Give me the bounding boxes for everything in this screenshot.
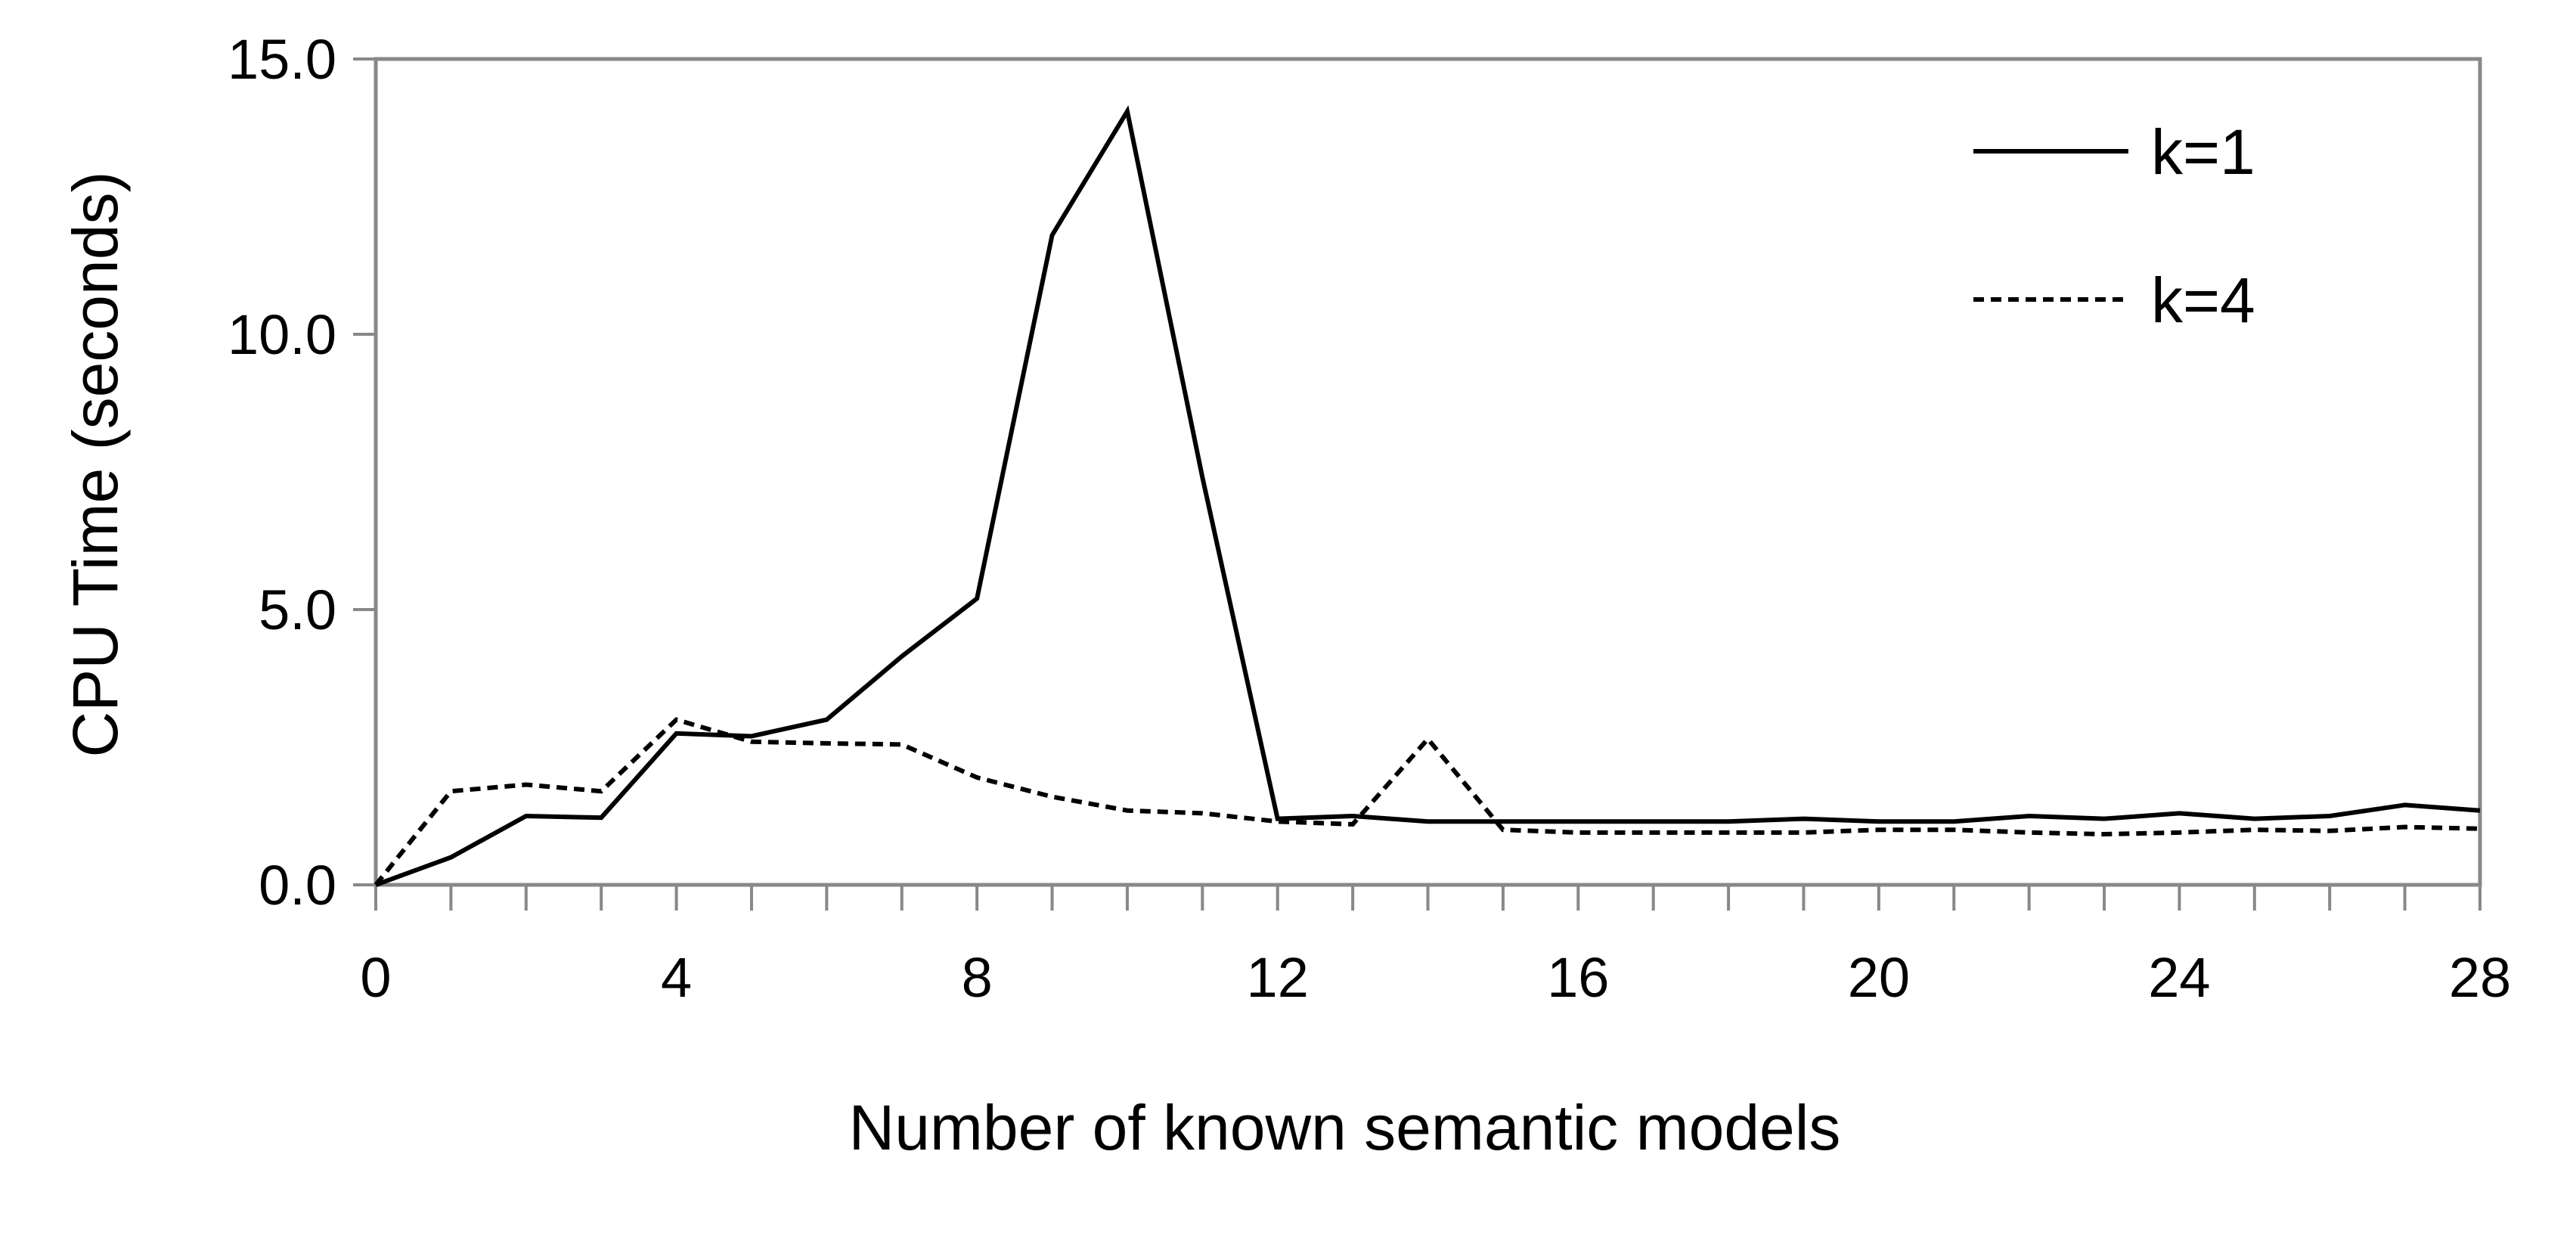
x-axis-title: Number of known semantic models [849,1092,1841,1163]
legend: k=1 k=4 [1973,116,2255,336]
x-axis-ticks: 0 4 8 12 16 20 24 28 [360,885,2511,1009]
y-tick-label: 15.0 [228,28,336,91]
legend-label: k=1 [2151,116,2255,188]
y-tick-label: 5.0 [259,579,336,641]
x-tick-label: 0 [360,946,391,1009]
x-tick-label: 20 [1848,946,1910,1009]
x-tick-label: 8 [962,946,993,1009]
x-tick-label: 12 [1247,946,1309,1009]
x-tick-label: 16 [1547,946,1609,1009]
series-layer [374,105,2481,887]
legend-label: k=4 [2151,265,2255,336]
y-tick-label: 10.0 [228,303,336,366]
x-tick-label: 4 [661,946,692,1009]
y-axis-title: CPU Time (seconds) [60,172,131,758]
x-tick-label: 24 [2148,946,2210,1009]
series-line-k4 [374,717,2481,886]
y-axis-ticks: 0.0 5.0 10.0 15.0 [228,28,376,917]
series-line-k1 [374,105,2481,887]
x-tick-label: 28 [2449,946,2511,1009]
y-tick-label: 0.0 [259,854,336,917]
